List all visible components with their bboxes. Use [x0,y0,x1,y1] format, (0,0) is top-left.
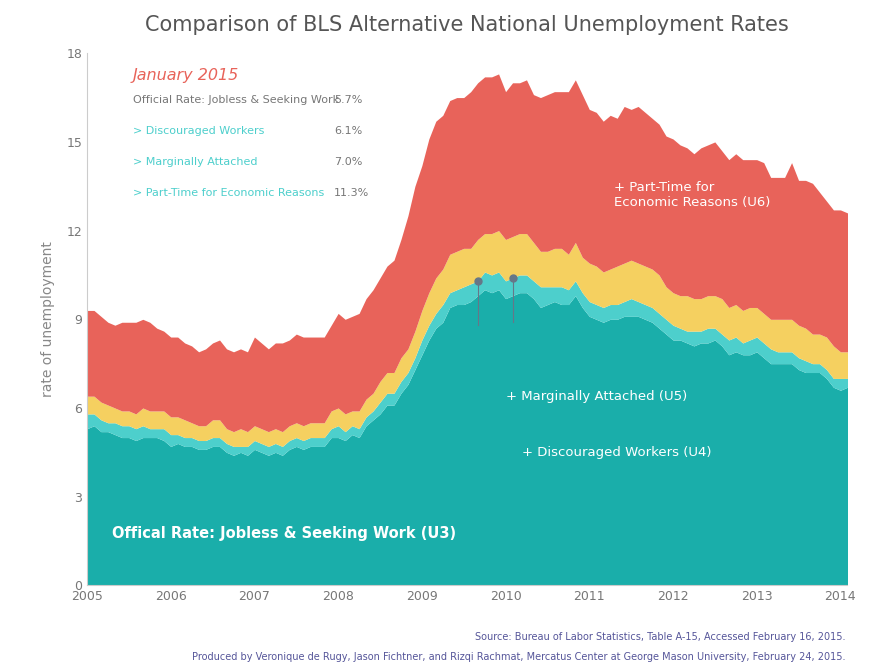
Text: Offical Rate: Jobless & Seeking Work (U3): Offical Rate: Jobless & Seeking Work (U3… [112,526,456,541]
Y-axis label: rate of unemployment: rate of unemployment [41,241,55,397]
Text: 11.3%: 11.3% [334,187,369,198]
Text: 6.1%: 6.1% [334,126,362,136]
Text: > Part-Time for Economic Reasons: > Part-Time for Economic Reasons [133,187,324,198]
Text: Source: Bureau of Labor Statistics, Table A-15, Accessed February 16, 2015.: Source: Bureau of Labor Statistics, Tabl… [475,632,846,642]
Text: > Marginally Attached: > Marginally Attached [133,157,257,167]
Text: + Discouraged Workers (U4): + Discouraged Workers (U4) [522,446,712,459]
Text: January 2015: January 2015 [133,68,239,83]
Text: + Marginally Attached (U5): + Marginally Attached (U5) [506,390,687,403]
Text: > Discouraged Workers: > Discouraged Workers [133,126,264,136]
Text: Official Rate: Jobless & Seeking Work: Official Rate: Jobless & Seeking Work [133,95,339,105]
Text: 7.0%: 7.0% [334,157,363,167]
Text: 5.7%: 5.7% [334,95,363,105]
Text: + Part-Time for
Economic Reasons (U6): + Part-Time for Economic Reasons (U6) [615,181,771,209]
Text: Produced by Veronique de Rugy, Jason Fichtner, and Rizqi Rachmat, Mercatus Cente: Produced by Veronique de Rugy, Jason Fic… [193,652,846,662]
Title: Comparison of BLS Alternative National Unemployment Rates: Comparison of BLS Alternative National U… [146,15,789,35]
